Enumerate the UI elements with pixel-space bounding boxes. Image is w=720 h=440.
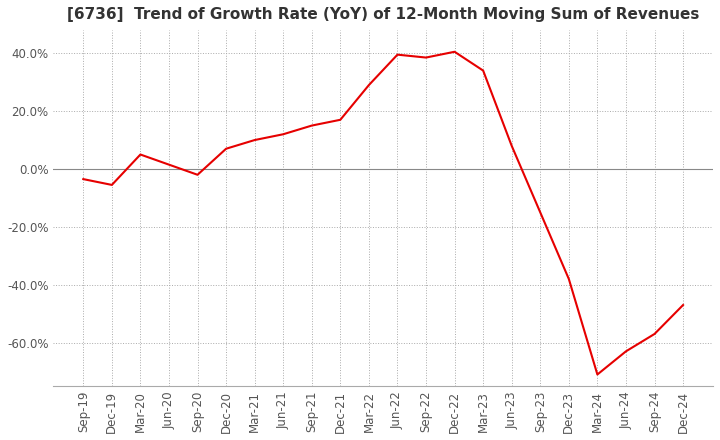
- Title: [6736]  Trend of Growth Rate (YoY) of 12-Month Moving Sum of Revenues: [6736] Trend of Growth Rate (YoY) of 12-…: [67, 7, 699, 22]
